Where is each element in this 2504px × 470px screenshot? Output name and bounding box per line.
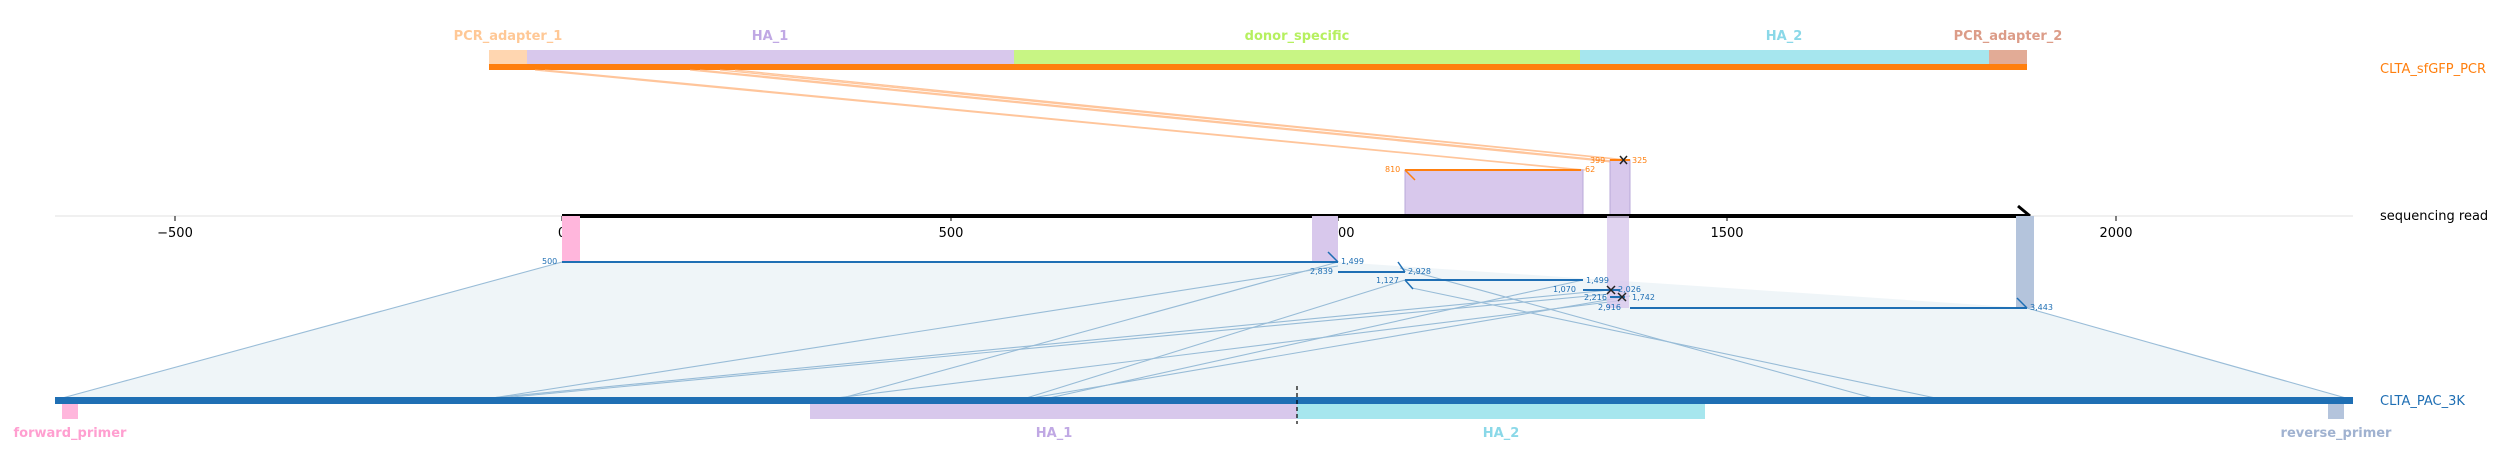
bottom-feature-label-ha-1: HA_1 xyxy=(1036,426,1073,441)
bottom-feature-label-ha-2: HA_2 xyxy=(1483,426,1520,441)
bottom-track: forward_primer HA_1 HA_2 reverse_primer … xyxy=(14,386,2465,441)
top-feature-label-pcr-adapter-1: PCR_adapter_1 xyxy=(454,29,563,44)
top-feature-label-donor-specific: donor_specific xyxy=(1245,29,1350,44)
bottom-alignment-label: 2,216 xyxy=(1584,293,1607,302)
bottom-mapping-line xyxy=(54,261,563,401)
read-feature-ha-1 xyxy=(1312,216,1338,262)
top-aligned-region xyxy=(1404,169,1584,217)
bottom-alignment-label: 1,070 xyxy=(1553,285,1576,294)
top-feature-label-pcr-adapter-2: PCR_adapter_2 xyxy=(1954,29,2063,44)
bottom-feature-ha-2 xyxy=(1297,404,1705,419)
bottom-alignment-arrow xyxy=(1327,251,1339,263)
read-axis: sequencing read −500 0 500 1000 1500 200… xyxy=(55,204,2488,241)
bottom-mapping-line xyxy=(469,289,1611,401)
bottom-alignment-cross-icon xyxy=(1606,285,1616,295)
read-feature-reverse-primer xyxy=(2016,216,2034,308)
bottom-track-name: CLTA_PAC_3K xyxy=(2380,394,2465,409)
top-alignment-label: 399 xyxy=(1590,156,1605,165)
axis-tick-label: 1500 xyxy=(1710,226,1743,241)
bottom-alignment-arrow xyxy=(1404,279,1414,290)
bottom-alignment-arrow xyxy=(1397,261,1406,273)
bottom-mapping-line xyxy=(1019,295,1631,401)
top-track-bar xyxy=(489,64,2027,70)
bottom-mapping-line xyxy=(479,293,1611,401)
top-alignment-label: 810 xyxy=(1385,165,1400,174)
read-feature-forward-primer xyxy=(562,216,580,262)
top-mapping-line xyxy=(734,69,1629,161)
top-aligned-region xyxy=(1609,159,1631,217)
bottom-feature-label-reverse-primer: reverse_primer xyxy=(2281,426,2393,441)
top-track: PCR_adapter_1 HA_1 donor_specific HA_2 P… xyxy=(454,29,2486,77)
bottom-alignment-cross-icon xyxy=(1617,292,1627,302)
bottom-mapping-line xyxy=(479,265,1339,401)
bottom-alignment-label: 1,127 xyxy=(1376,276,1399,285)
bottom-mapping-line xyxy=(1039,279,1584,401)
read-arrow-head-icon xyxy=(2017,204,2031,218)
top-feature-pcr-adapter-1 xyxy=(489,50,527,64)
bottom-mapping-lines xyxy=(54,261,2354,401)
bottom-feature-ha-1 xyxy=(810,404,1297,419)
bottom-mapping-shade xyxy=(55,262,2353,400)
bottom-feature-label-forward-primer: forward_primer xyxy=(14,426,128,441)
top-mapping-line xyxy=(544,69,1586,171)
top-alignments: 810 62 399 325 xyxy=(1385,155,1647,217)
top-feature-label-ha-1: HA_1 xyxy=(752,29,789,44)
top-feature-pcr-adapter-2 xyxy=(1989,50,2027,64)
bottom-alignment-label: 2,839 xyxy=(1310,267,1333,276)
bottom-alignment-label: 2,026 xyxy=(1618,285,1641,294)
bottom-alignment-label: 1,742 xyxy=(1632,293,1655,302)
top-mapping-line xyxy=(699,69,1623,163)
top-alignment-label: 62 xyxy=(1585,165,1595,174)
bottom-feature-forward-primer xyxy=(62,404,78,419)
bottom-mapping-line xyxy=(1411,287,1946,401)
top-alignment-label: 325 xyxy=(1632,156,1647,165)
bottom-alignment-label: 2,928 xyxy=(1408,267,1431,276)
bottom-feature-reverse-primer xyxy=(2328,404,2344,419)
bottom-alignment-label: 2,916 xyxy=(1598,303,1621,312)
bottom-mapping-line xyxy=(834,261,1339,401)
bottom-alignment-label: 1,499 xyxy=(1341,257,1364,266)
bottom-mapping-line xyxy=(1399,267,1881,401)
bottom-mapping-line xyxy=(2026,307,2354,401)
top-track-name: CLTA_sfGFP_PCR xyxy=(2380,62,2486,77)
bottom-alignment-label: 1,499 xyxy=(1586,276,1609,285)
bottom-mapping-line xyxy=(1019,279,1406,401)
axis-tick-label: −500 xyxy=(157,226,193,241)
bottom-alignment-label: 3,443 xyxy=(2030,303,2053,312)
top-mapping-line xyxy=(689,69,1613,163)
bottom-alignment-arrow xyxy=(2016,297,2028,309)
axis-tick-label: 500 xyxy=(939,226,964,241)
bottom-alignments: 500 1,499 2,839 2,928 1,127 1,499 1,070 … xyxy=(542,216,2053,312)
bottom-track-bar xyxy=(55,397,2353,404)
top-feature-donor-specific xyxy=(1014,50,1580,64)
top-mapping-lines xyxy=(534,69,1629,171)
read-track-name: sequencing read xyxy=(2380,209,2488,224)
top-alignment-cross-icon xyxy=(1619,155,1628,165)
top-feature-label-ha-2: HA_2 xyxy=(1766,29,1803,44)
top-feature-ha-2 xyxy=(1580,50,1989,64)
top-alignment-arrow xyxy=(1404,169,1416,181)
bottom-alignment-label: 500 xyxy=(542,257,557,266)
top-feature-ha-1 xyxy=(527,50,1014,64)
axis-tick-label: 2000 xyxy=(2099,226,2132,241)
bottom-mapping-line xyxy=(819,299,1626,401)
read-feature-ha-2 xyxy=(1607,216,1629,308)
